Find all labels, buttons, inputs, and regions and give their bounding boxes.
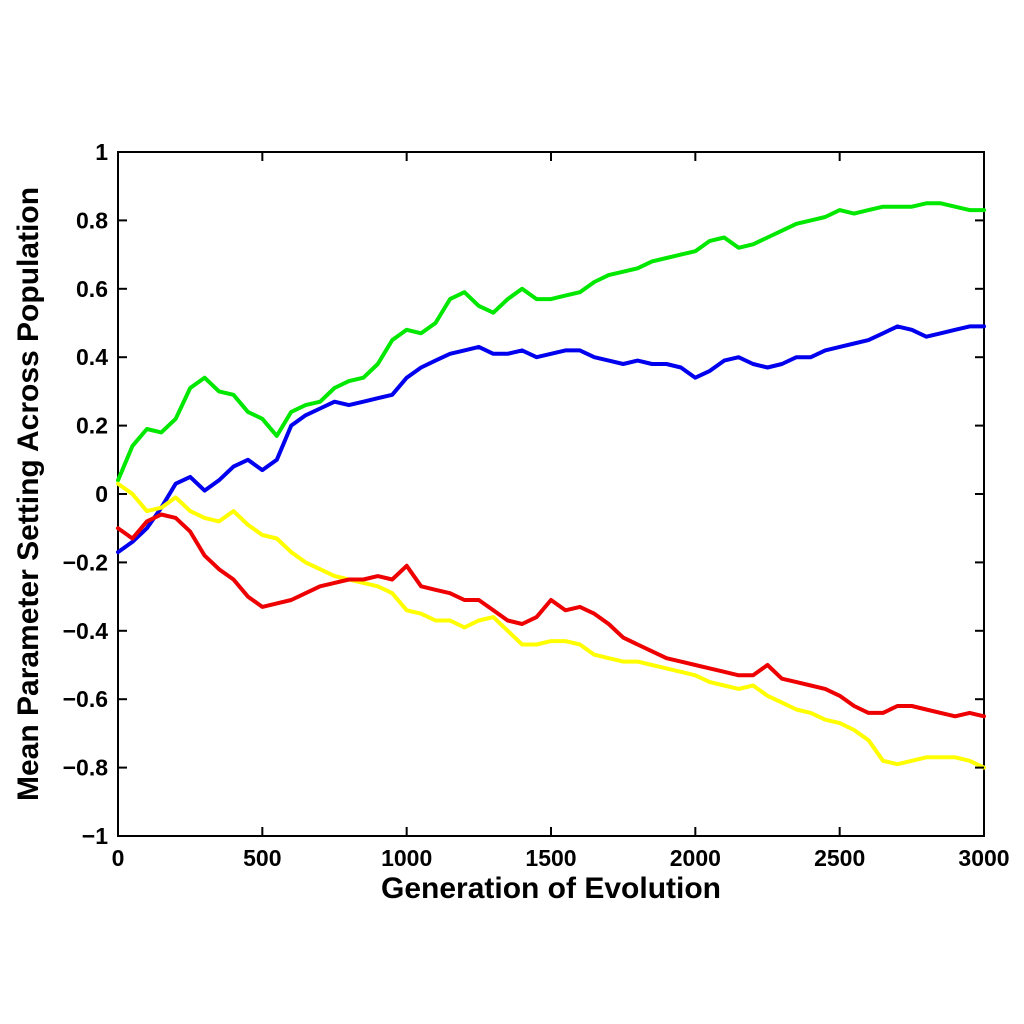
y-axis-title: Mean Parameter Setting Across Population bbox=[12, 187, 45, 801]
x-tick-label: 0 bbox=[112, 845, 125, 871]
x-tick-label: 1500 bbox=[525, 845, 576, 871]
y-tick-label: 0.6 bbox=[76, 276, 108, 302]
y-tick-label: −0.4 bbox=[63, 618, 109, 644]
y-tick-label: 0 bbox=[95, 481, 108, 507]
series-line-1 bbox=[116, 201, 986, 483]
x-axis-title: Generation of Evolution bbox=[381, 872, 721, 905]
series-lines bbox=[116, 201, 986, 770]
series-line-3 bbox=[116, 481, 986, 770]
y-tick-label: 0.8 bbox=[76, 207, 108, 233]
x-tick-labels: 0 500 1000 1500 2000 2500 3000 bbox=[112, 845, 1010, 871]
axis-ticks bbox=[117, 151, 985, 837]
series-line-4 bbox=[116, 512, 986, 719]
y-tick-label: −0.8 bbox=[63, 755, 109, 781]
x-tick-label: 3000 bbox=[958, 845, 1009, 871]
x-tick-label: 2000 bbox=[670, 845, 721, 871]
y-tick-labels: −1 −0.8 −0.6 −0.4 −0.2 0 0.2 0.4 0.6 0.8 1 bbox=[63, 139, 109, 849]
plot-area bbox=[117, 151, 985, 837]
x-tick-label: 500 bbox=[243, 845, 281, 871]
series-line-2 bbox=[116, 324, 986, 555]
y-tick-label: −0.6 bbox=[63, 686, 108, 712]
y-tick-label: 1 bbox=[95, 139, 108, 165]
y-tick-label: −0.2 bbox=[63, 549, 108, 575]
x-tick-label: 2500 bbox=[814, 845, 865, 871]
y-tick-label: 0.2 bbox=[76, 413, 108, 439]
x-tick-label: 1000 bbox=[381, 845, 432, 871]
y-tick-label: 0.4 bbox=[76, 344, 108, 370]
y-tick-label: −1 bbox=[82, 823, 108, 849]
